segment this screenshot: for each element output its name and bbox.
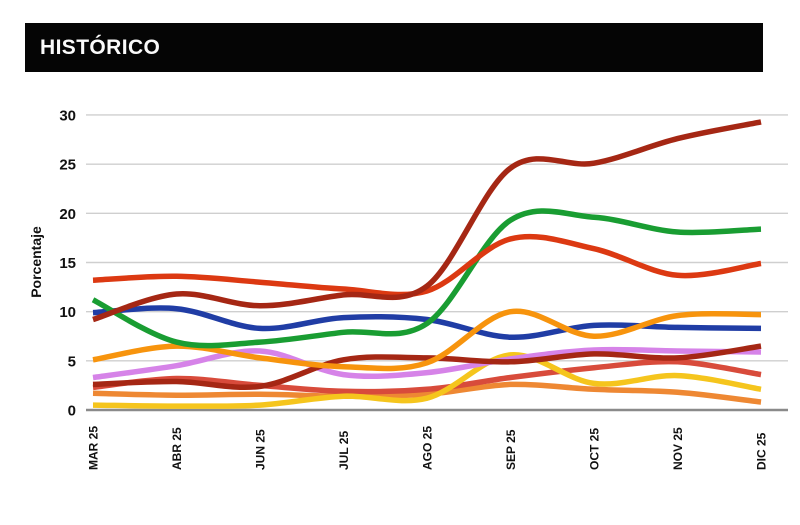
series-line-red: [92, 233, 762, 298]
series-line-dark-red-2: [92, 343, 762, 391]
y-tick-label: 20: [59, 206, 76, 223]
x-tick-label: MAR 25: [87, 426, 101, 470]
series-line-orange-2: [92, 381, 762, 405]
header-bar: HISTÓRICO: [25, 23, 763, 72]
axis-label-layer: 0 5 10 15 20 25 30 MAR 25 ABR 25 JUN 25 JUL 25 AGO …: [59, 107, 768, 470]
grid-layer: [86, 114, 788, 412]
x-tick-label: DIC 25: [755, 432, 769, 470]
x-tick-label: NOV 25: [671, 427, 685, 470]
x-tick-label: AGO 25: [421, 426, 435, 470]
x-tick-label: JUL 25: [337, 431, 351, 470]
series-line-green: [91, 208, 762, 349]
y-tick-label: 30: [59, 107, 76, 124]
series-layer: [91, 119, 762, 409]
series-line-yellow: [92, 352, 762, 409]
y-tick-label: 0: [68, 403, 76, 420]
x-tick-label: JUN 25: [254, 429, 268, 470]
series-line-tomato-red: [92, 358, 762, 395]
x-tick-label: SEP 25: [504, 429, 518, 470]
page-title: HISTÓRICO: [40, 35, 161, 59]
y-tick-label: 15: [59, 255, 76, 272]
x-tick-label: ABR 25: [170, 427, 184, 470]
y-axis-title: Porcentaje: [28, 226, 44, 298]
y-tick-label: 5: [68, 353, 76, 370]
series-line-violet: [92, 346, 762, 381]
series-line-blue: [92, 305, 762, 340]
y-tick-label: 25: [59, 157, 76, 174]
series-line-dark-red: [92, 119, 762, 323]
x-tick-label: OCT 25: [588, 428, 602, 470]
y-tick-label: 10: [59, 304, 76, 321]
